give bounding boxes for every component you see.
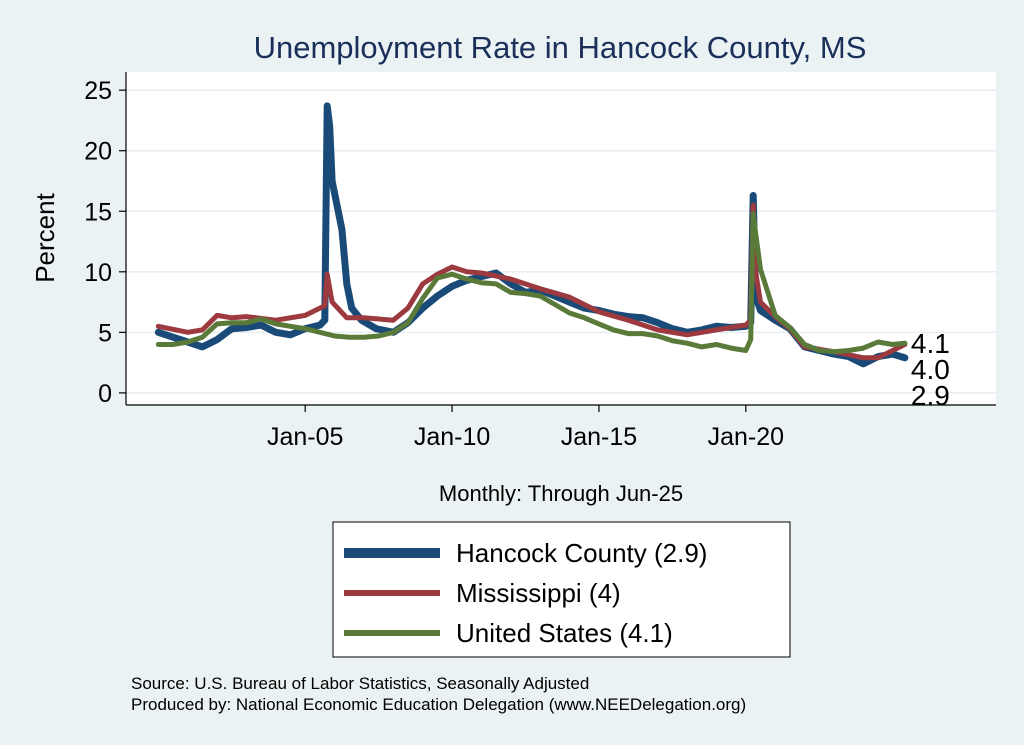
legend-label: United States (4.1) [456,618,673,648]
y-tick-label: 15 [84,198,112,226]
legend: Hancock County (2.9) Mississippi (4) Unite… [332,521,791,658]
legend-label: Hancock County (2.9) [456,538,707,568]
series-line [155,211,908,355]
x-axis-ticks: Jan-05 Jan-10 Jan-15 Jan-20 [267,405,784,451]
legend-box [332,521,791,658]
end-value-label: 4.0 [911,354,950,385]
x-tick-label: Jan-20 [708,423,784,451]
y-tick-label: 25 [84,77,112,105]
chart-title: Unemployment Rate in Hancock County, MS [254,30,867,65]
x-tick-label: Jan-10 [414,423,490,451]
y-tick-label: 5 [98,319,112,347]
end-value-label: 2.9 [911,380,950,411]
y-axis-ticks: 0 5 10 15 20 25 [84,77,126,408]
x-axis-label: Monthly: Through Jun-25 [439,481,683,506]
source-note: Source: U.S. Bureau of Labor Statistics,… [131,674,589,693]
x-tick-label: Jan-05 [267,423,343,451]
x-tick-label: Jan-15 [561,423,637,451]
end-value-label: 4.1 [911,328,950,359]
series-lines [154,102,909,368]
end-labels: 4.14.02.9 [911,328,950,411]
y-tick-label: 0 [98,380,112,408]
y-tick-label: 20 [84,138,112,166]
produced-note: Produced by: National Economic Education… [131,695,746,714]
y-tick-label: 10 [84,259,112,287]
legend-label: Mississippi (4) [456,578,621,608]
y-axis-label: Percent [30,192,60,282]
plot-area [126,72,996,405]
